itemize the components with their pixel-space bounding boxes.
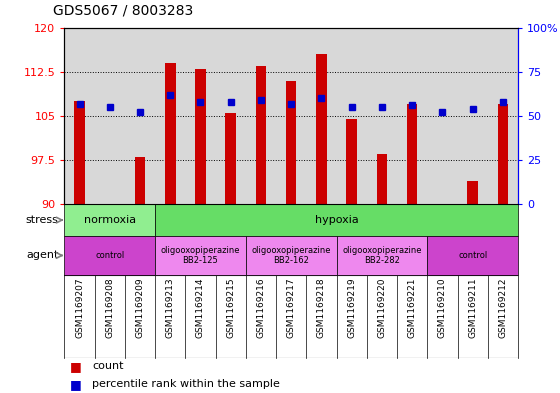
Text: control: control [458, 251, 487, 260]
Text: percentile rank within the sample: percentile rank within the sample [92, 379, 280, 389]
Text: GDS5067 / 8003283: GDS5067 / 8003283 [53, 4, 193, 18]
Bar [427, 236, 518, 275]
Text: hypoxia: hypoxia [315, 215, 358, 225]
Bar [155, 204, 518, 236]
Text: GSM1169213: GSM1169213 [166, 277, 175, 338]
Text: agent: agent [26, 250, 58, 261]
Bar [377, 154, 387, 204]
Bar [64, 204, 155, 236]
Bar [347, 119, 357, 204]
Text: GSM1169218: GSM1169218 [317, 277, 326, 338]
Text: oligooxopiperazine
BB2-162: oligooxopiperazine BB2-162 [251, 246, 331, 265]
Bar [407, 104, 417, 204]
Text: stress: stress [25, 215, 58, 225]
Text: GSM1169215: GSM1169215 [226, 277, 235, 338]
Bar [316, 54, 326, 204]
Bar [74, 101, 85, 204]
Text: control: control [95, 251, 124, 260]
Text: GSM1169217: GSM1169217 [287, 277, 296, 338]
Text: ■: ■ [70, 378, 82, 391]
Text: GSM1169219: GSM1169219 [347, 277, 356, 338]
Text: GSM1169210: GSM1169210 [438, 277, 447, 338]
Text: count: count [92, 362, 124, 371]
Text: GSM1169208: GSM1169208 [105, 277, 114, 338]
Bar [64, 236, 155, 275]
Bar [226, 113, 236, 204]
Bar [337, 236, 427, 275]
Bar [286, 81, 296, 204]
Text: GSM1169216: GSM1169216 [256, 277, 265, 338]
Bar [256, 66, 266, 204]
Text: ■: ■ [70, 360, 82, 373]
Text: GSM1169209: GSM1169209 [136, 277, 144, 338]
Bar [195, 69, 206, 204]
Bar [498, 104, 508, 204]
Text: normoxia: normoxia [83, 215, 136, 225]
Bar [437, 204, 447, 237]
Text: GSM1169221: GSM1169221 [408, 277, 417, 338]
Text: GSM1169212: GSM1169212 [498, 277, 507, 338]
Text: GSM1169207: GSM1169207 [75, 277, 84, 338]
Text: GSM1169211: GSM1169211 [468, 277, 477, 338]
Text: oligooxopiperazine
BB2-125: oligooxopiperazine BB2-125 [161, 246, 240, 265]
Text: GSM1169220: GSM1169220 [377, 277, 386, 338]
Bar [135, 157, 145, 204]
Bar [165, 63, 175, 204]
Bar [246, 236, 337, 275]
Bar [468, 181, 478, 204]
Bar [155, 236, 246, 275]
Text: oligooxopiperazine
BB2-282: oligooxopiperazine BB2-282 [342, 246, 422, 265]
Text: GSM1169214: GSM1169214 [196, 277, 205, 338]
